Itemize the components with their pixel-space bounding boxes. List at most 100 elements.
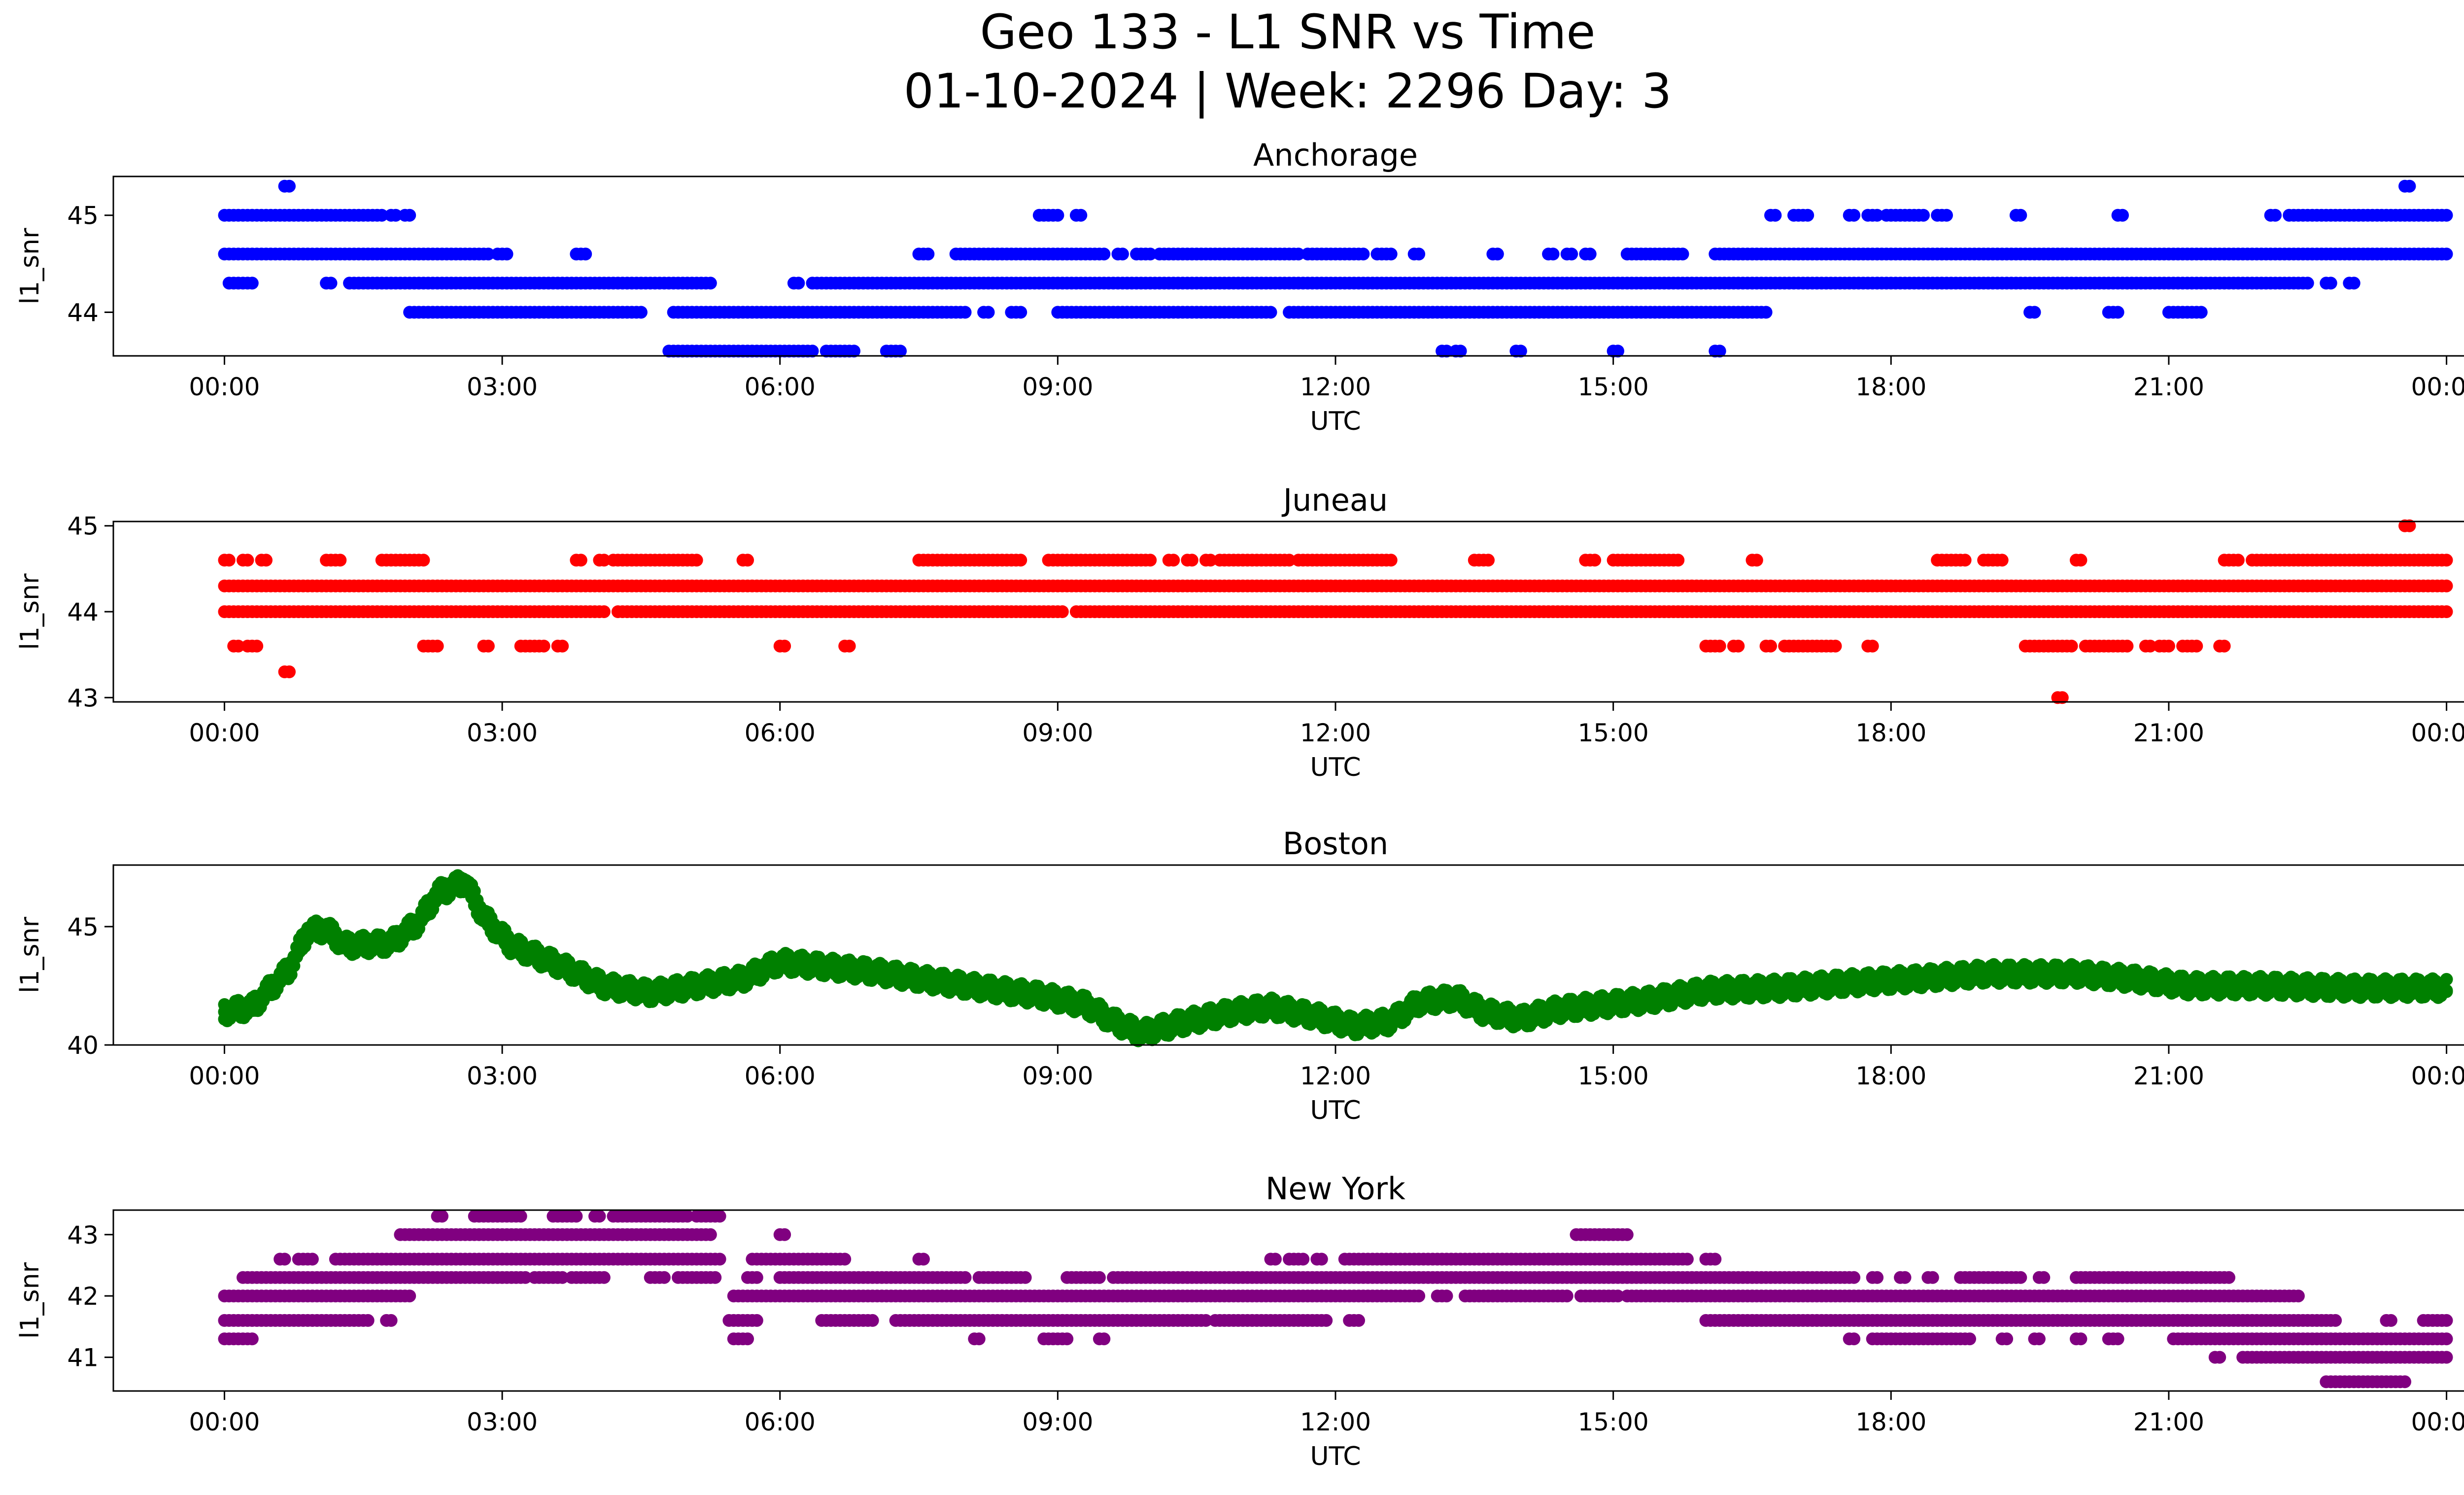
data-point (481, 247, 495, 261)
data-point (848, 345, 860, 358)
data-point (922, 247, 935, 261)
data-point (2269, 209, 2282, 222)
subplot-title: Boston (1283, 826, 1388, 862)
data-point (1866, 639, 1879, 653)
x-tick-label: 00:00 (189, 1062, 260, 1090)
x-tick-label: 09:00 (1022, 373, 1093, 401)
data-point (1264, 306, 1277, 319)
data-point (1074, 209, 1088, 222)
x-tick-label: 00:00 (2411, 1062, 2464, 1090)
data-point (704, 277, 717, 290)
data-point (1051, 209, 1064, 222)
data-point (2440, 247, 2453, 261)
data-point (481, 639, 495, 653)
x-tick-label: 00:00 (2411, 719, 2464, 747)
data-point (1611, 345, 1624, 358)
data-point (1283, 554, 1296, 567)
data-point (1676, 247, 1689, 261)
subplot-title: Anchorage (1253, 137, 1418, 173)
figure-title-line1: Geo 133 - L1 SNR vs Time (980, 4, 1596, 60)
data-point (1204, 554, 1217, 567)
data-point (792, 277, 805, 290)
data-point (1583, 247, 1597, 261)
data-point (2116, 209, 2129, 222)
y-axis-label: l1_snr (15, 916, 45, 993)
data-point (1750, 554, 1763, 567)
data-point (260, 554, 273, 567)
data-point (436, 1210, 448, 1223)
data-point (2347, 277, 2361, 290)
data-point (2055, 691, 2069, 704)
data-point (2440, 605, 2453, 618)
data-point (1482, 554, 1495, 567)
data-point (843, 639, 856, 653)
data-point (1995, 554, 2009, 567)
data-point (500, 247, 513, 261)
x-tick-label: 18:00 (1855, 373, 1926, 401)
data-point (2403, 179, 2416, 193)
x-tick-label: 12:00 (1300, 719, 1371, 747)
data-point (324, 277, 338, 290)
x-tick-label: 09:00 (1022, 1062, 1093, 1090)
x-tick-label: 21:00 (2133, 1062, 2204, 1090)
data-point (431, 639, 444, 653)
data-point (334, 554, 347, 567)
x-tick-label: 18:00 (1855, 719, 1926, 747)
x-tick-label: 21:00 (2133, 719, 2204, 747)
data-point (1357, 247, 1370, 261)
y-tick-label: 44 (67, 298, 99, 327)
data-point (806, 345, 819, 358)
data-point (634, 306, 648, 319)
figure-title-line2: 01-10-2024 | Week: 2296 Day: 3 (904, 64, 1672, 119)
data-point (2065, 639, 2078, 653)
data-point (2440, 209, 2453, 222)
data-point (250, 639, 264, 653)
data-point (1713, 639, 1726, 653)
data-point (2218, 639, 2231, 653)
data-point (241, 554, 254, 567)
data-point (1829, 639, 1842, 653)
data-point (597, 605, 611, 618)
data-point (597, 554, 611, 567)
data-point (2194, 306, 2208, 319)
x-tick-label: 12:00 (1300, 373, 1371, 401)
data-point (1940, 209, 1953, 222)
data-point (2121, 639, 2134, 653)
data-point (2440, 985, 2453, 998)
data-point (556, 639, 569, 653)
data-point (2403, 519, 2416, 532)
data-point (1871, 209, 1884, 222)
x-tick-label: 18:00 (1855, 1062, 1926, 1090)
data-point (2144, 639, 2157, 653)
x-tick-label: 15:00 (1578, 719, 1649, 747)
data-point (1565, 247, 1578, 261)
data-point (2028, 306, 2041, 319)
data-point (2440, 554, 2453, 567)
x-tick-label: 09:00 (1022, 719, 1093, 747)
data-point (982, 306, 995, 319)
x-tick-label: 03:00 (467, 1062, 538, 1090)
data-points (218, 519, 2453, 704)
y-tick-label: 45 (67, 913, 99, 941)
data-point (741, 554, 754, 567)
x-tick-label: 03:00 (467, 719, 538, 747)
x-axis-label: UTC (1310, 1096, 1361, 1125)
data-point (2231, 554, 2245, 567)
data-point (537, 639, 550, 653)
data-point (2301, 277, 2314, 290)
data-point (1801, 209, 1814, 222)
data-point (593, 1210, 606, 1223)
data-point (1958, 554, 1972, 567)
subplot-title: New York (1266, 1171, 1405, 1207)
x-tick-label: 00:00 (189, 719, 260, 747)
x-tick-label: 06:00 (745, 1062, 816, 1090)
y-tick-label: 45 (67, 512, 99, 541)
data-point (690, 554, 703, 567)
x-tick-label: 03:00 (467, 373, 538, 401)
data-point (1917, 209, 1930, 222)
data-point (1672, 554, 1685, 567)
x-axis-label: UTC (1310, 753, 1361, 782)
data-points (218, 179, 2453, 358)
subplot-title: Juneau (1281, 482, 1388, 518)
